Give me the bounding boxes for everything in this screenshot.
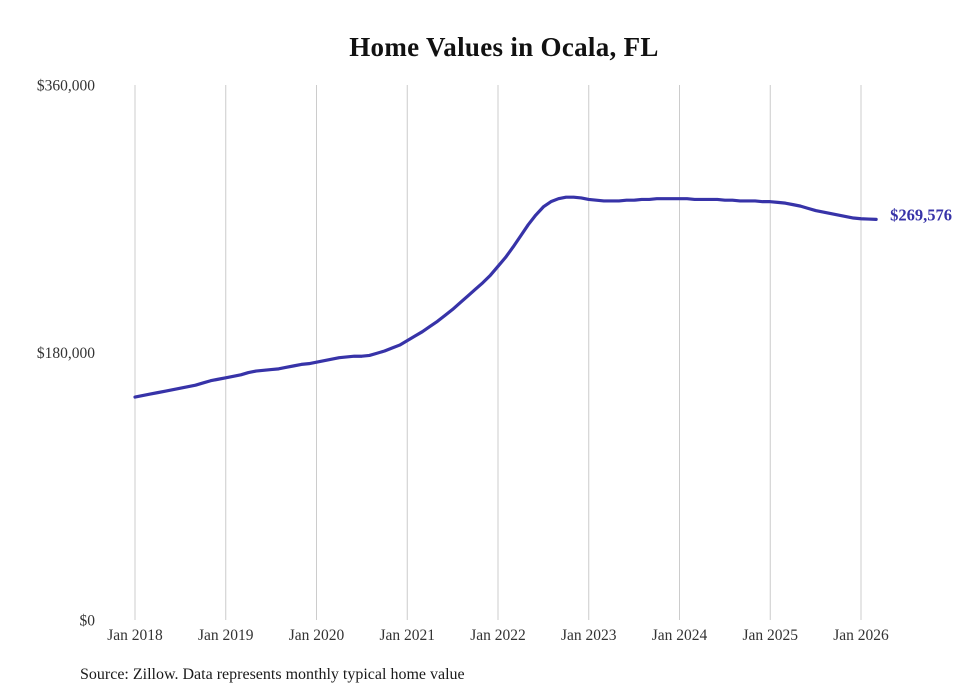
y-axis-tick-label: $180,000 — [37, 345, 95, 362]
latest-value-label: $269,576 — [890, 205, 952, 224]
x-axis-tick-label: Jan 2023 — [561, 627, 617, 644]
x-axis-tick-label: Jan 2024 — [652, 627, 708, 644]
x-axis-tick-label: Jan 2021 — [379, 627, 435, 644]
y-axis-tick-label: $360,000 — [37, 78, 95, 95]
x-axis-tick-label: Jan 2020 — [289, 627, 345, 644]
x-axis-tick-label: Jan 2019 — [198, 627, 254, 644]
chart-title: Home Values in Ocala, FL — [349, 32, 659, 62]
y-axis-tick-label: $0 — [80, 613, 96, 630]
source-note: Source: Zillow. Data represents monthly … — [80, 666, 465, 683]
x-axis-tick-label: Jan 2022 — [470, 627, 526, 644]
x-axis-tick-label: Jan 2026 — [833, 627, 889, 644]
x-axis-tick-label: Jan 2018 — [107, 627, 163, 644]
x-axis-tick-label: Jan 2025 — [742, 627, 798, 644]
home-value-series-line — [133, 195, 878, 399]
